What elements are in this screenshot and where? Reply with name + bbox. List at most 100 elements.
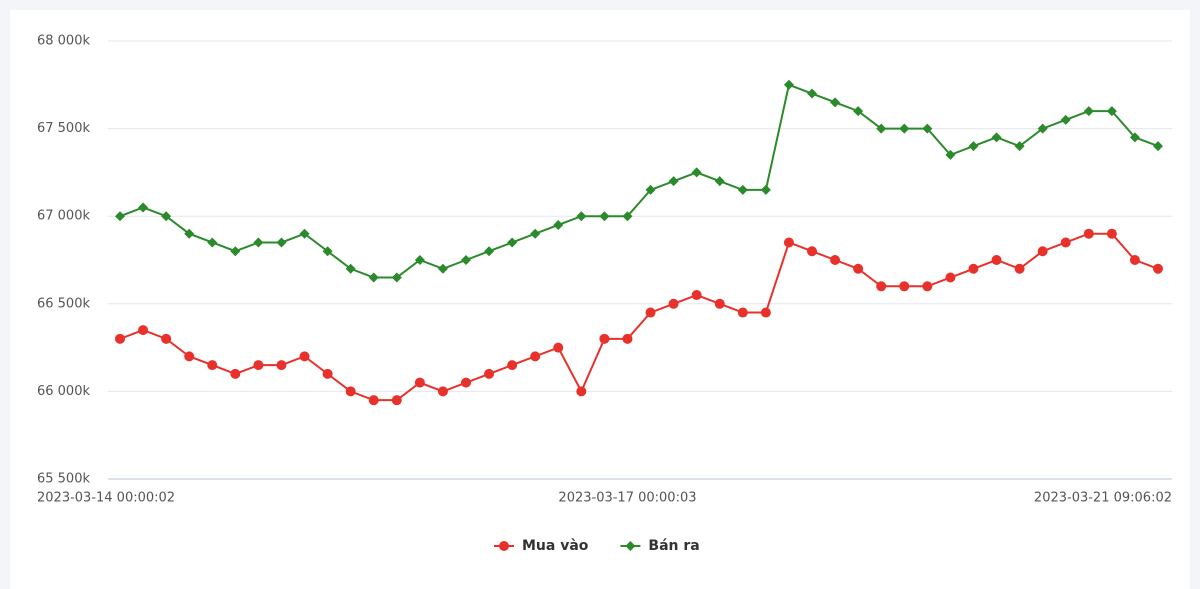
point [1153, 141, 1163, 152]
point [299, 228, 310, 239]
legend-marker [625, 541, 636, 551]
point [899, 123, 910, 134]
point [461, 377, 471, 388]
point [484, 368, 495, 379]
point [507, 237, 518, 248]
point [437, 263, 448, 274]
point [161, 211, 172, 222]
point [876, 281, 887, 292]
point [1153, 263, 1163, 274]
point [760, 307, 771, 318]
point [1014, 141, 1025, 152]
x-tick-label: 2023-03-14 00:00:02 [37, 491, 175, 506]
point [345, 386, 356, 397]
point [899, 281, 910, 292]
point [368, 272, 379, 283]
point [922, 281, 933, 292]
y-tick-label: 67 500k [37, 121, 90, 136]
point [853, 263, 864, 274]
point [414, 377, 425, 388]
chart-card [10, 10, 1190, 589]
point [253, 360, 264, 371]
x-tick-label: 2023-03-17 00:00:03 [558, 491, 696, 506]
legend-marker [499, 541, 509, 551]
point [461, 255, 471, 265]
point [1106, 106, 1117, 117]
point [414, 255, 425, 265]
point [760, 184, 771, 195]
legend-label: Mua vào [522, 538, 589, 554]
point [1129, 255, 1140, 265]
point [1106, 228, 1117, 239]
point [368, 395, 379, 406]
point [1129, 132, 1140, 143]
point [783, 79, 794, 90]
point [1037, 123, 1048, 134]
point [876, 123, 887, 134]
point [691, 290, 702, 301]
point [968, 263, 979, 274]
point [138, 202, 149, 213]
point [645, 184, 656, 195]
point [1014, 263, 1025, 274]
y-tick-label: 66 000k [37, 384, 90, 399]
point [622, 333, 633, 344]
point [714, 176, 725, 187]
point [161, 333, 172, 344]
point [230, 246, 241, 257]
point [207, 360, 218, 371]
point [299, 351, 310, 362]
point [576, 211, 587, 222]
point [345, 263, 356, 274]
point [830, 255, 841, 265]
point [714, 298, 725, 309]
point [968, 141, 979, 152]
point [507, 360, 518, 371]
y-tick-label: 67 000k [37, 209, 90, 224]
point [645, 307, 656, 318]
point [437, 386, 448, 397]
point [807, 88, 817, 99]
point [253, 237, 264, 248]
point [207, 237, 218, 248]
point [115, 211, 125, 222]
point [668, 298, 679, 309]
series-line [119, 232, 1159, 402]
x-tick-label: 2023-03-21 09:06:02 [1034, 491, 1172, 506]
point [1083, 228, 1094, 239]
point [553, 219, 564, 230]
point [322, 368, 333, 379]
point [945, 272, 956, 283]
point [138, 325, 149, 336]
point [991, 255, 1002, 265]
point [576, 386, 587, 397]
series-line [119, 83, 1159, 279]
point [276, 360, 287, 371]
point [945, 149, 956, 160]
point [322, 246, 333, 257]
point [115, 333, 125, 344]
y-tick-label: 68 000k [37, 34, 90, 49]
point [553, 342, 564, 353]
point [530, 351, 541, 362]
point [484, 246, 495, 257]
point [737, 307, 748, 318]
point [184, 351, 195, 362]
point [391, 272, 402, 283]
point [922, 123, 933, 134]
point [599, 333, 610, 344]
point [599, 211, 610, 222]
point [1083, 106, 1094, 117]
point [783, 237, 794, 248]
y-tick-label: 66 500k [37, 296, 90, 311]
point [1037, 246, 1048, 257]
point [184, 228, 195, 239]
point [830, 97, 841, 108]
legend: Mua vào Bán ra [494, 538, 700, 554]
legend-label: Bán ra [648, 538, 699, 554]
point [1060, 237, 1071, 248]
point [276, 237, 287, 248]
point [230, 368, 241, 379]
y-tick-label: 65 500k [37, 472, 90, 487]
point [991, 132, 1002, 143]
